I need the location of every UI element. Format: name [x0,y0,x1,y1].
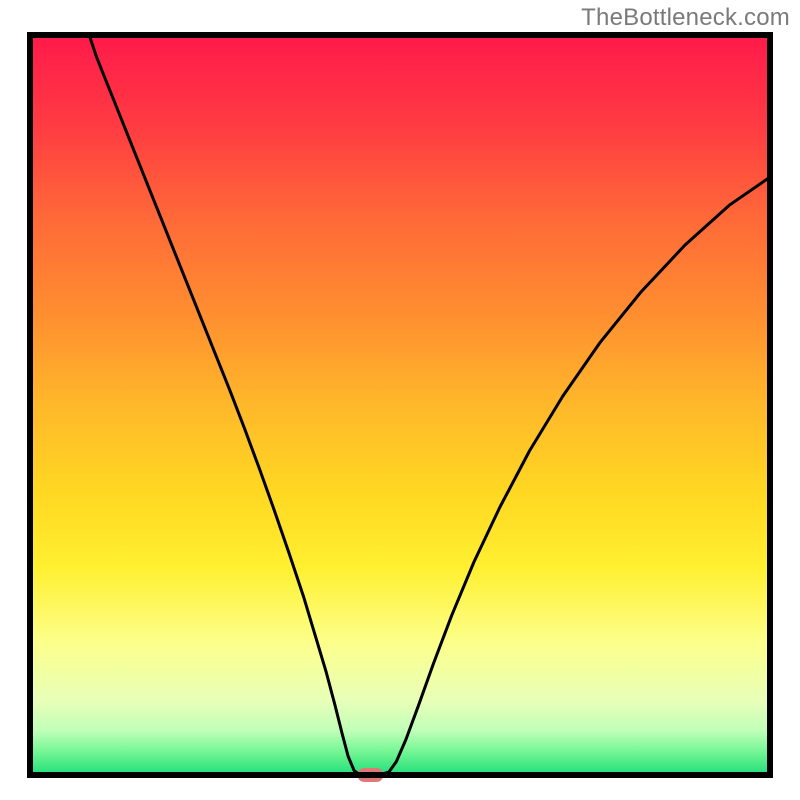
chart-container: TheBottleneck.com [0,0,800,800]
bottleneck-chart [0,0,800,800]
gradient-background [30,35,770,775]
watermark-text: TheBottleneck.com [581,4,790,32]
